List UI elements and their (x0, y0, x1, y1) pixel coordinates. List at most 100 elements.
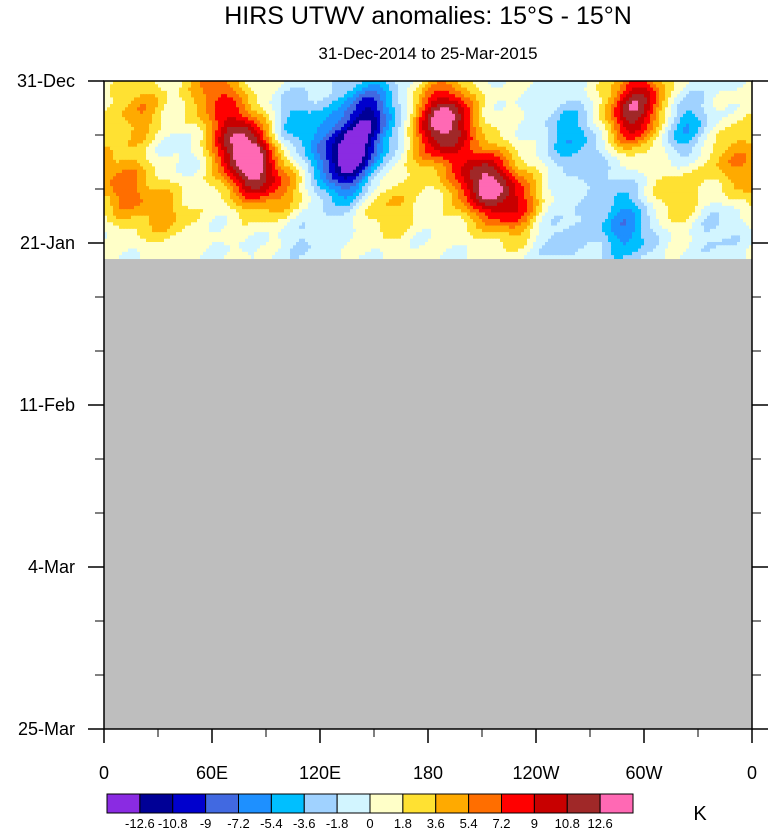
heatmap-cell (353, 84, 357, 89)
heatmap-cell (566, 117, 570, 122)
heatmap-cell (737, 143, 741, 148)
heatmap-cell (590, 94, 594, 99)
heatmap-cell (122, 94, 126, 99)
heatmap-cell (545, 136, 549, 141)
heatmap-cell (617, 97, 621, 102)
heatmap-cell (128, 117, 132, 122)
heatmap-cell (251, 130, 255, 135)
heatmap-cell (200, 143, 204, 148)
heatmap-cell (164, 150, 168, 154)
heatmap-cell (419, 104, 423, 108)
heatmap-cell (530, 146, 534, 151)
heatmap-cell (296, 123, 300, 128)
heatmap-cell (383, 117, 387, 122)
heatmap-cell (392, 104, 396, 108)
heatmap-cell (569, 104, 573, 108)
heatmap-cell (491, 133, 495, 138)
heatmap-cell (464, 146, 468, 151)
heatmap-cell (338, 136, 342, 141)
heatmap-cell (329, 127, 333, 131)
heatmap-cell (191, 143, 195, 148)
heatmap-cell (344, 130, 348, 135)
heatmap-cell (704, 123, 708, 128)
heatmap-cell (566, 97, 570, 102)
heatmap-cell (332, 146, 336, 151)
heatmap-cell (338, 113, 342, 118)
heatmap-cell (410, 120, 414, 125)
heatmap-cell (623, 140, 627, 145)
heatmap-cell (533, 84, 537, 89)
heatmap-cell (107, 113, 111, 118)
heatmap-cell (314, 100, 318, 105)
heatmap-cell (503, 143, 507, 148)
heatmap-cell (674, 120, 678, 125)
heatmap-cell (560, 100, 564, 105)
heatmap-cell (554, 97, 558, 102)
heatmap-cell (515, 90, 519, 95)
heatmap-cell (560, 87, 564, 92)
heatmap-cell (275, 84, 279, 89)
heatmap-cell (425, 113, 429, 118)
heatmap-cell (323, 110, 327, 115)
heatmap-cell (251, 84, 255, 89)
heatmap-cell (323, 90, 327, 95)
heatmap-cell (254, 143, 258, 148)
heatmap-cell (494, 117, 498, 122)
heatmap-cell (464, 117, 468, 122)
heatmap-cell (749, 123, 753, 128)
heatmap-cell (152, 97, 156, 102)
heatmap-cell (593, 113, 597, 118)
heatmap-cell (620, 97, 624, 102)
heatmap-cell (452, 113, 456, 118)
heatmap-cell (275, 153, 279, 158)
heatmap-cell (707, 136, 711, 141)
heatmap-cell (677, 140, 681, 145)
heatmap-cell (410, 84, 414, 89)
heatmap-cell (428, 107, 432, 112)
heatmap-cell (287, 84, 291, 89)
heatmap-cell (404, 113, 408, 118)
heatmap-cell (302, 143, 306, 148)
heatmap-cell (692, 84, 696, 89)
heatmap-cell (230, 97, 234, 102)
heatmap-cell (692, 120, 696, 125)
heatmap-cell (356, 110, 360, 115)
heatmap-cell (272, 107, 276, 112)
heatmap-cell (143, 81, 147, 85)
heatmap-cell (479, 150, 483, 154)
heatmap-cell (230, 140, 234, 145)
heatmap-cell (503, 127, 507, 131)
heatmap-cell (491, 90, 495, 95)
heatmap-cell (644, 100, 648, 105)
heatmap-cell (356, 140, 360, 145)
heatmap-cell (260, 97, 264, 102)
heatmap-cell (479, 81, 483, 85)
heatmap-cell (272, 90, 276, 95)
heatmap-cell (329, 140, 333, 145)
heatmap-cell (212, 127, 216, 131)
heatmap-cell (239, 123, 243, 128)
heatmap-cell (341, 140, 345, 145)
heatmap-cell (704, 107, 708, 112)
heatmap-cell (599, 150, 603, 154)
heatmap-cell (290, 90, 294, 95)
heatmap-cell (218, 146, 222, 151)
heatmap-cell (383, 84, 387, 89)
heatmap-cell (746, 94, 750, 99)
heatmap-cell (644, 133, 648, 138)
heatmap-cell (266, 90, 270, 95)
heatmap-cell (716, 127, 720, 131)
heatmap-cell (497, 110, 501, 115)
heatmap-cell (545, 84, 549, 89)
heatmap-cell (635, 104, 639, 108)
heatmap-cell (605, 113, 609, 118)
heatmap-cell (143, 140, 147, 145)
heatmap-cell (668, 127, 672, 131)
heatmap-cell (485, 81, 489, 85)
heatmap-cell (317, 110, 321, 115)
heatmap-cell (365, 146, 369, 151)
heatmap-cell (134, 97, 138, 102)
heatmap-cell (746, 104, 750, 108)
heatmap-cell (725, 146, 729, 151)
heatmap-cell (623, 127, 627, 131)
